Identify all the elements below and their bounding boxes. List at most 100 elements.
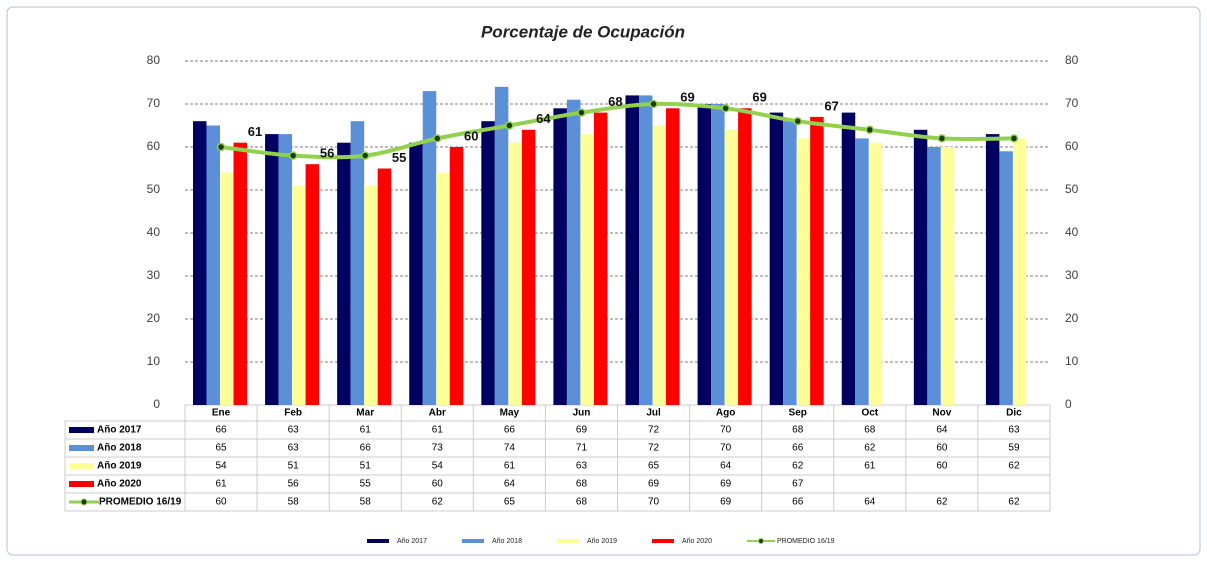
bar xyxy=(810,116,824,406)
bar xyxy=(508,142,522,405)
table-row-label: Año 2018 xyxy=(97,443,142,454)
bar xyxy=(927,147,941,405)
y2-tick-label: 80 xyxy=(1065,53,1079,67)
y-tick-label: 70 xyxy=(147,96,161,110)
bar xyxy=(521,129,536,406)
table-cell: 64 xyxy=(864,497,876,508)
table-cell: 58 xyxy=(288,497,300,508)
bar xyxy=(449,147,464,405)
legend-key xyxy=(367,539,389,543)
table-cell: 60 xyxy=(215,497,227,508)
table-cell: 66 xyxy=(360,443,372,454)
line-marker xyxy=(649,99,658,109)
bar xyxy=(625,95,639,406)
line-marker xyxy=(577,108,586,117)
table-row-label: PROMEDIO 16/19 xyxy=(99,497,182,508)
bar xyxy=(940,147,955,405)
x-tick-label: Dic xyxy=(1006,408,1022,419)
table-cell: 68 xyxy=(576,479,588,490)
x-tick-label: Jul xyxy=(646,408,661,419)
table-cell: 73 xyxy=(432,443,444,454)
bar xyxy=(697,104,712,405)
table-cell: 62 xyxy=(1008,497,1020,508)
bar xyxy=(436,172,450,405)
table-cell: 58 xyxy=(360,497,372,508)
line-marker xyxy=(216,142,226,152)
table-cell: 68 xyxy=(792,425,804,436)
x-tick-label: Sep xyxy=(789,408,807,419)
table-cell: 69 xyxy=(720,497,732,508)
line-marker xyxy=(505,121,514,130)
table-cell: 67 xyxy=(792,479,804,490)
bar xyxy=(868,142,883,405)
table-legend-key xyxy=(80,498,88,506)
table-legend-key xyxy=(69,463,94,469)
line-series xyxy=(220,101,1014,160)
legend-label: Año 2018 xyxy=(492,538,522,545)
x-tick-label: Feb xyxy=(284,408,302,419)
data-label: 69 xyxy=(680,90,694,105)
bar xyxy=(639,95,653,406)
data-label: 67 xyxy=(824,98,838,113)
data-label: 64 xyxy=(536,111,551,126)
data-label: 68 xyxy=(608,94,622,109)
data-label: 69 xyxy=(752,90,766,105)
table-cell: 63 xyxy=(288,425,300,436)
table-row-label: Año 2020 xyxy=(97,479,142,490)
y2-tick-label: 10 xyxy=(1065,354,1079,368)
bar xyxy=(985,134,1000,405)
bar xyxy=(220,172,234,405)
legend-key xyxy=(758,538,764,544)
line-marker xyxy=(288,151,298,160)
bar xyxy=(422,91,437,405)
bar xyxy=(841,112,856,405)
legend-label: Año 2017 xyxy=(397,538,427,545)
table-cell: 69 xyxy=(648,479,660,490)
legend-key xyxy=(462,539,484,543)
x-tick-label: May xyxy=(500,408,520,419)
table-cell: 69 xyxy=(720,479,732,490)
y2-tick-label: 30 xyxy=(1065,268,1079,282)
table-cell: 64 xyxy=(720,461,732,472)
data-label: 55 xyxy=(392,150,406,165)
line-marker xyxy=(937,134,947,143)
line-marker xyxy=(360,151,370,160)
bar xyxy=(1012,138,1027,405)
bar xyxy=(666,108,680,406)
x-tick-label: Nov xyxy=(932,408,951,419)
table-cell: 60 xyxy=(432,479,444,490)
x-tick-label: Ago xyxy=(716,408,735,419)
y-tick-label: 20 xyxy=(147,311,161,325)
bar xyxy=(377,168,392,405)
table-cell: 63 xyxy=(1008,425,1020,436)
table-cell: 65 xyxy=(648,461,660,472)
bar xyxy=(206,125,220,405)
table-cell: 60 xyxy=(936,461,948,472)
bar xyxy=(769,112,784,405)
table-cell: 66 xyxy=(215,425,227,436)
table-cell: 65 xyxy=(215,443,227,454)
table-cell: 61 xyxy=(215,479,227,490)
table-cell: 54 xyxy=(215,461,227,472)
table-legend-key xyxy=(69,427,94,433)
line-marker xyxy=(1009,134,1019,143)
table-cell: 51 xyxy=(360,461,372,472)
y2-tick-label: 0 xyxy=(1065,397,1072,411)
y2-tick-label: 50 xyxy=(1065,182,1079,196)
y-tick-label: 50 xyxy=(147,182,161,196)
bar xyxy=(724,129,739,406)
table-cell: 61 xyxy=(864,461,876,472)
table-cell: 72 xyxy=(648,425,660,436)
bar xyxy=(278,134,293,405)
bar xyxy=(305,164,320,405)
table-cell: 51 xyxy=(288,461,300,472)
table-cell: 64 xyxy=(936,425,948,436)
table-cell: 62 xyxy=(432,497,444,508)
bar xyxy=(337,142,351,405)
y2-tick-label: 70 xyxy=(1065,96,1079,110)
bar xyxy=(265,134,279,405)
y-tick-label: 0 xyxy=(153,397,160,411)
table-cell: 71 xyxy=(576,443,588,454)
bar xyxy=(553,108,567,406)
bar xyxy=(481,121,495,405)
